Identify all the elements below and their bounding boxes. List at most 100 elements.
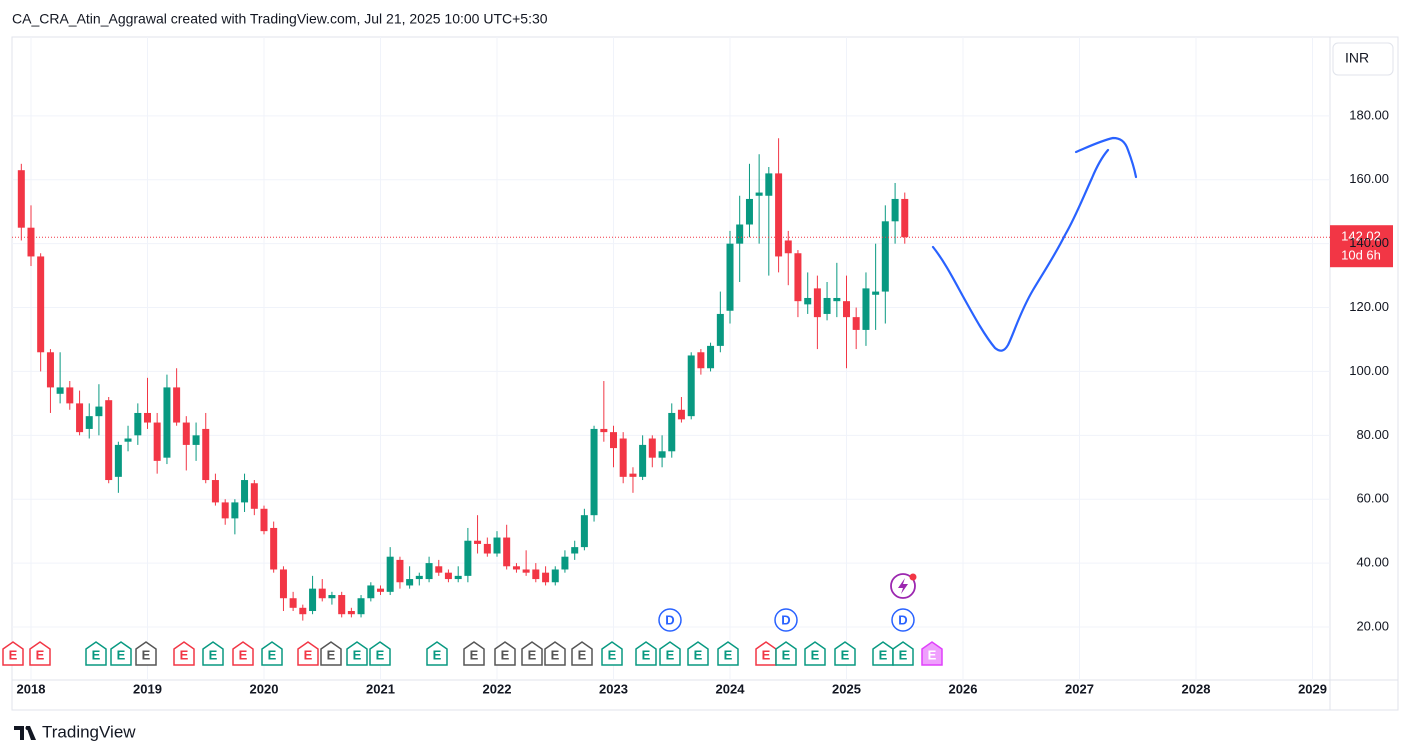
x-tick-label: 2021 — [366, 681, 395, 696]
earnings-label: E — [239, 647, 248, 662]
candle-body — [901, 198, 909, 238]
earnings-label: E — [209, 647, 218, 662]
candle-body — [182, 422, 190, 445]
candle-body — [37, 256, 45, 353]
candle-body — [17, 170, 25, 228]
candle-body — [464, 540, 472, 576]
earnings-badge — [173, 641, 195, 666]
candle-body — [891, 198, 899, 222]
earnings-badge — [426, 641, 448, 666]
candle-body — [862, 288, 870, 330]
x-tick-label: 2026 — [949, 681, 978, 696]
candle-body — [474, 540, 482, 544]
earnings-badge — [297, 641, 319, 666]
candle-body — [677, 409, 685, 420]
candle-body — [163, 387, 171, 458]
earnings-badge — [834, 641, 856, 666]
candles — [17, 138, 909, 621]
earnings-badge — [544, 641, 566, 666]
earnings-label: E — [92, 647, 101, 662]
candle-body — [444, 572, 452, 580]
x-tick-label: 2019 — [133, 681, 162, 696]
candle-body — [755, 192, 763, 196]
logo — [14, 726, 36, 740]
alert-dot — [909, 573, 917, 581]
y-tick-label: 120.00 — [1349, 299, 1389, 314]
candle-body — [619, 438, 627, 477]
candle-body — [629, 473, 637, 477]
last-price: 142.02 — [1341, 229, 1381, 244]
alert-icon — [890, 573, 917, 599]
earnings-badge — [687, 641, 709, 666]
earnings-badge — [521, 641, 543, 666]
candle-body — [415, 575, 423, 580]
earnings-label: E — [578, 647, 587, 662]
candle-body — [532, 569, 540, 580]
earnings-label: E — [666, 647, 675, 662]
candle-body — [192, 435, 200, 445]
earnings-badge — [202, 641, 224, 666]
earnings-badge — [571, 641, 593, 666]
y-tick-label: 160.00 — [1349, 171, 1389, 186]
drawing-curve — [1074, 136, 1138, 179]
earnings-label: E — [501, 647, 510, 662]
candle-body — [493, 537, 501, 554]
candle-body — [707, 345, 715, 369]
candle-body — [425, 563, 433, 580]
candle-body — [512, 566, 520, 570]
candle-body — [46, 352, 54, 388]
earnings-badge — [717, 641, 739, 666]
earnings-label: E — [841, 647, 850, 662]
dividend-badge — [658, 608, 682, 632]
candle-body — [76, 403, 84, 433]
candle-body — [95, 406, 103, 417]
candle-body — [105, 400, 113, 481]
candle-body — [745, 198, 753, 225]
earnings-label: E — [304, 647, 313, 662]
candle-body — [318, 588, 326, 599]
earnings-label: E — [762, 647, 771, 662]
candle-body — [386, 556, 394, 592]
earnings-badge — [804, 641, 826, 666]
earnings-badge — [892, 641, 914, 666]
candle-body — [231, 502, 239, 519]
logo-mark — [14, 726, 36, 740]
candle-body — [648, 438, 656, 458]
candle-body — [765, 173, 773, 196]
chart-frame — [11, 36, 1399, 711]
candle-body — [522, 569, 530, 573]
earnings-badge — [320, 641, 342, 666]
candle-body — [396, 559, 404, 583]
currency-box[interactable] — [1332, 42, 1394, 76]
header: CA_CRA_Atin_Aggrawal created with Tradin… — [12, 11, 548, 27]
earnings-label: E — [470, 647, 479, 662]
candle-body — [250, 483, 258, 509]
candle-body — [571, 547, 579, 554]
x-tick-label: 2029 — [1298, 681, 1327, 696]
earnings-label: E — [879, 647, 888, 662]
x-tick-label: 2025 — [832, 681, 861, 696]
earnings-badge — [346, 641, 368, 666]
earnings-label: E — [36, 647, 45, 662]
earnings-label: E — [180, 647, 189, 662]
candle-body — [823, 297, 831, 314]
earnings-label: E — [928, 647, 937, 662]
candle-body — [454, 575, 462, 580]
earnings-label: E — [608, 647, 617, 662]
earnings-label: E — [376, 647, 385, 662]
candle-body — [813, 288, 821, 318]
candle-body — [153, 422, 161, 461]
candle-body — [328, 595, 336, 599]
candle-body — [794, 253, 802, 302]
y-tick-label: 20.00 — [1356, 618, 1389, 633]
earnings-label: E — [117, 647, 126, 662]
earnings-badge — [369, 641, 391, 666]
candle-body — [483, 543, 491, 554]
x-tick-label: 2022 — [483, 681, 512, 696]
candle-body — [357, 598, 365, 615]
candle-body — [542, 572, 550, 583]
candle-body — [85, 416, 93, 429]
candle-body — [668, 412, 676, 452]
candle-body — [279, 569, 287, 599]
